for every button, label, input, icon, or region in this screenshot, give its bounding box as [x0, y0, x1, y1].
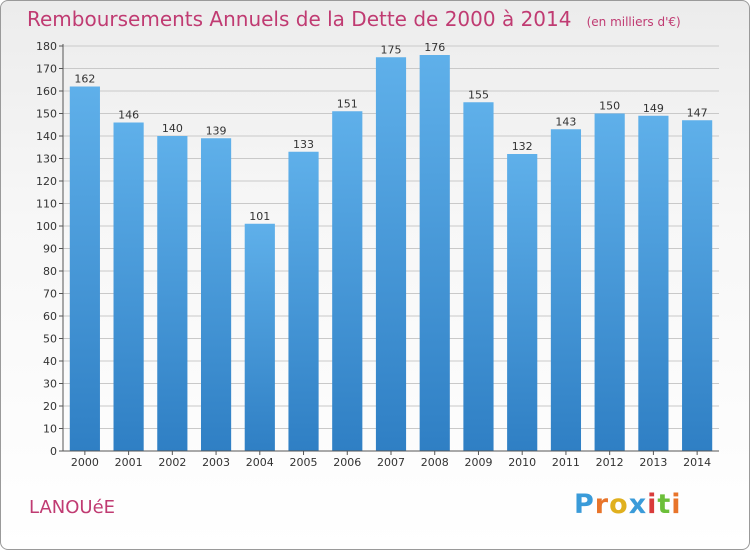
commune-name: LANOUéE — [29, 497, 116, 518]
bar — [288, 151, 319, 451]
bar-value-label: 101 — [249, 210, 270, 223]
logo-letter: i — [671, 489, 682, 520]
bar — [69, 86, 100, 451]
y-tick-label: 150 — [36, 108, 57, 121]
bar-value-label: 139 — [206, 124, 227, 137]
bar-value-label: 149 — [643, 102, 664, 115]
chart-title-text: Remboursements Annuels de la Dette de 20… — [27, 7, 572, 31]
bar-value-label: 146 — [118, 109, 139, 122]
x-tick-label: 2002 — [158, 456, 186, 469]
bar — [157, 136, 188, 451]
x-tick-label: 2008 — [421, 456, 449, 469]
x-tick-label: 2006 — [333, 456, 361, 469]
chart-title: Remboursements Annuels de la Dette de 20… — [27, 7, 681, 31]
x-tick-label: 2014 — [683, 456, 711, 469]
bar-value-label: 150 — [599, 100, 620, 113]
bar-value-label: 140 — [162, 122, 183, 135]
y-tick-label: 120 — [36, 175, 57, 188]
bar-value-label: 176 — [424, 41, 445, 54]
y-tick-label: 80 — [43, 265, 57, 278]
x-tick-label: 2012 — [596, 456, 624, 469]
y-tick-label: 100 — [36, 220, 57, 233]
logo-letter: o — [609, 489, 629, 520]
y-tick-label: 160 — [36, 85, 57, 98]
bar — [332, 111, 363, 451]
y-tick-label: 30 — [43, 378, 57, 391]
chart-unit: (en milliers d'€) — [586, 15, 681, 29]
logo-letter: t — [657, 489, 672, 520]
bar — [244, 223, 275, 451]
bar-value-label: 133 — [293, 138, 314, 151]
bar-value-label: 155 — [468, 88, 489, 101]
bars — [69, 55, 713, 451]
y-tick-label: 180 — [36, 40, 57, 53]
bar — [682, 120, 713, 451]
y-tick-label: 20 — [43, 400, 57, 413]
x-tick-label: 2011 — [552, 456, 580, 469]
x-tick-label: 2007 — [377, 456, 405, 469]
x-tick-label: 2009 — [464, 456, 492, 469]
bar — [463, 102, 494, 451]
bar — [594, 113, 625, 451]
x-tick-label: 2001 — [115, 456, 143, 469]
x-tick-label: 2004 — [246, 456, 274, 469]
y-tick-label: 70 — [43, 288, 57, 301]
y-tick-label: 170 — [36, 63, 57, 76]
y-tick-label: 110 — [36, 198, 57, 211]
x-tick-label: 2003 — [202, 456, 230, 469]
bar-value-label: 143 — [555, 115, 576, 128]
y-tick-label: 90 — [43, 243, 57, 256]
bar — [419, 55, 450, 451]
y-tick-label: 130 — [36, 153, 57, 166]
x-tick-label: 2010 — [508, 456, 536, 469]
y-tick-label: 140 — [36, 130, 57, 143]
bar — [375, 57, 407, 451]
bar-value-label: 147 — [687, 106, 708, 119]
y-tick-label: 40 — [43, 355, 57, 368]
y-tick-label: 10 — [43, 423, 57, 436]
bar-value-label: 132 — [512, 140, 533, 153]
logo-letter: i — [647, 489, 658, 520]
bar — [200, 138, 232, 451]
proxiti-logo: Proxiti — [574, 489, 682, 520]
logo-letter: r — [594, 489, 610, 520]
x-tick-label: 2000 — [71, 456, 99, 469]
y-tick-label: 50 — [43, 333, 57, 346]
x-tick-label: 2005 — [290, 456, 318, 469]
logo-letter: P — [574, 489, 595, 520]
bar — [113, 122, 144, 451]
y-tick-label: 0 — [50, 445, 57, 458]
bar — [550, 129, 582, 451]
x-tick-label: 2013 — [639, 456, 667, 469]
y-tick-label: 60 — [43, 310, 57, 323]
bar — [638, 115, 669, 451]
axes: 0 10 20 30 40 50 60 70 80 90 100 110 120 130 140 150 160… — [36, 40, 719, 469]
bar-value-label: 162 — [74, 73, 95, 86]
bar-value-label: 151 — [337, 97, 358, 110]
bar-value-label: 175 — [381, 43, 402, 56]
bar — [507, 154, 538, 451]
logo-letter: x — [628, 489, 648, 520]
